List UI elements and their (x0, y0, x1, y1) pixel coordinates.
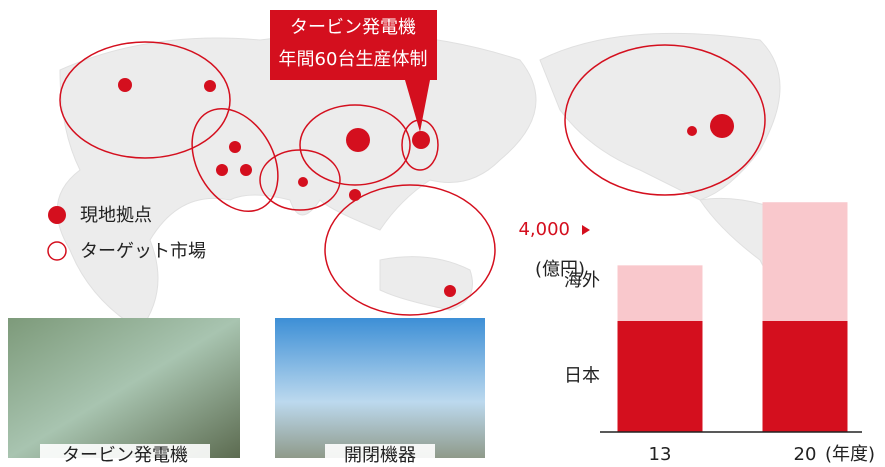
callout: タービン発電機 年間60台生産体制 (270, 10, 437, 132)
tick-marker (582, 225, 590, 235)
y-tick-label: 4,000 (518, 219, 570, 240)
photo-caption: 開閉機器 (344, 445, 416, 466)
bar-segment (762, 320, 848, 432)
bar-segment (617, 320, 703, 432)
photo-switchgear (275, 318, 485, 458)
photo-caption: タービン発電機 (62, 445, 188, 466)
bar-chart: 4,000 (億円) 13 20 日本 海外 (年度) (518, 202, 875, 465)
series-label: 日本 (564, 365, 600, 386)
legend-market: ターゲット市場 (80, 241, 206, 262)
local-sites (118, 78, 734, 297)
x-axis-label: (年度) (825, 444, 875, 465)
photo-generator (8, 318, 240, 458)
y-axis-label: (億円) (535, 259, 585, 280)
bar-segment (617, 265, 703, 321)
x-tick-label: 20 (794, 444, 817, 465)
bar-segment (762, 202, 848, 321)
legend: 現地拠点 ターゲット市場 (47, 205, 206, 262)
series-label: 海外 (564, 270, 600, 291)
x-tick-label: 13 (649, 444, 672, 465)
callout-line: 年間60台生産体制 (279, 49, 428, 70)
callout-line: タービン発電機 (290, 17, 416, 38)
target-markets (59, 41, 766, 316)
photos: タービン発電機 開閉機器 (8, 318, 485, 467)
legend-site: 現地拠点 (80, 205, 152, 226)
